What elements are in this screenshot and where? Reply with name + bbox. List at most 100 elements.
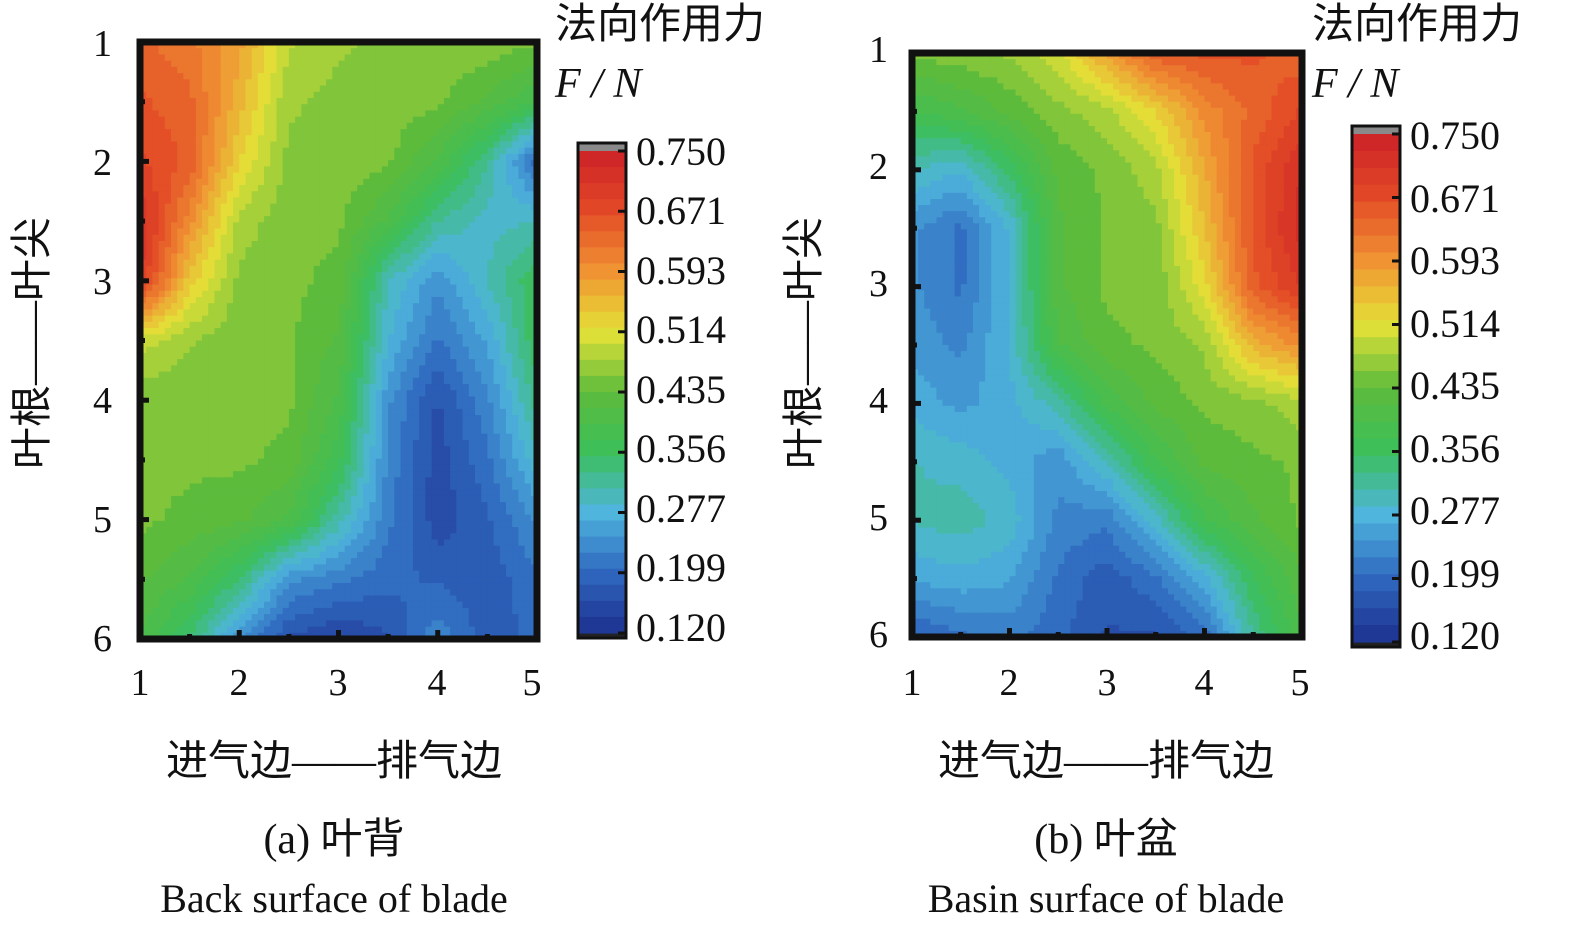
heatmap-cell bbox=[214, 191, 222, 199]
heatmap-cell bbox=[406, 147, 414, 155]
heatmap-cell bbox=[524, 321, 532, 329]
heatmap-cell bbox=[239, 396, 247, 404]
heatmap-cell bbox=[257, 66, 265, 74]
heatmap-cell bbox=[326, 359, 333, 366]
heatmap-cell bbox=[388, 377, 395, 385]
heatmap-cell bbox=[524, 390, 532, 398]
heatmap-cell bbox=[189, 228, 197, 236]
heatmap-cell bbox=[239, 290, 247, 298]
heatmap-cell bbox=[406, 178, 414, 186]
heatmap-cell bbox=[505, 284, 513, 292]
heatmap-cell bbox=[431, 290, 439, 298]
heatmap-cell bbox=[177, 508, 185, 516]
heatmap-cell bbox=[295, 91, 302, 99]
heatmap-cell bbox=[282, 79, 290, 87]
heatmap-cell bbox=[270, 520, 278, 528]
heatmap-cell bbox=[381, 129, 389, 136]
heatmap-cell bbox=[499, 247, 507, 255]
heatmap-cell bbox=[152, 458, 160, 466]
heatmap-cell bbox=[493, 328, 501, 335]
heatmap-cell bbox=[226, 464, 234, 472]
heatmap-cell bbox=[357, 284, 364, 292]
heatmap-cell bbox=[257, 365, 265, 373]
heatmap-cell bbox=[288, 433, 296, 441]
heatmap-cell bbox=[524, 508, 532, 516]
heatmap-cell bbox=[400, 495, 408, 503]
heatmap-cell bbox=[152, 328, 160, 335]
heatmap-cell bbox=[146, 296, 153, 304]
heatmap-cell bbox=[388, 104, 395, 112]
heatmap-cell bbox=[388, 54, 395, 62]
heatmap-cell bbox=[357, 408, 364, 416]
heatmap-cell bbox=[214, 79, 222, 87]
heatmap-cell bbox=[233, 464, 240, 472]
heatmap-cell bbox=[332, 241, 340, 248]
heatmap-cell bbox=[468, 346, 476, 354]
heatmap-cell bbox=[406, 234, 414, 242]
heatmap-cell bbox=[220, 303, 228, 311]
heatmap-cell bbox=[431, 104, 439, 112]
heatmap-cell bbox=[288, 340, 296, 348]
heatmap-cell bbox=[499, 54, 507, 62]
heatmap-cell bbox=[431, 520, 439, 528]
heatmap-cell bbox=[264, 48, 271, 56]
heatmap-cell bbox=[183, 365, 191, 373]
heatmap-cell bbox=[499, 166, 507, 174]
heatmap-cell bbox=[276, 129, 284, 136]
heatmap-cell bbox=[375, 352, 383, 360]
heatmap-cell bbox=[512, 471, 519, 478]
heatmap-cell bbox=[375, 340, 383, 348]
heatmap-cell bbox=[505, 85, 513, 93]
heatmap-cell bbox=[226, 321, 234, 329]
heatmap-cell bbox=[450, 446, 457, 454]
heatmap-cell bbox=[233, 91, 240, 99]
heatmap-cell bbox=[394, 247, 402, 255]
heatmap-cell bbox=[338, 104, 346, 112]
heatmap-cell bbox=[400, 135, 408, 143]
heatmap-cell bbox=[313, 408, 321, 416]
heatmap-cell bbox=[158, 527, 166, 534]
heatmap-cell bbox=[456, 278, 464, 286]
heatmap-cell bbox=[431, 116, 439, 124]
heatmap-cell bbox=[357, 415, 364, 422]
heatmap-cell bbox=[462, 265, 470, 273]
heatmap-cell bbox=[487, 415, 495, 422]
heatmap-cell bbox=[288, 296, 296, 304]
heatmap-cell bbox=[152, 464, 160, 472]
heatmap-cell bbox=[264, 433, 271, 441]
heatmap-cell bbox=[474, 172, 482, 180]
heatmap-cell bbox=[208, 464, 216, 472]
heatmap-cell bbox=[505, 309, 513, 317]
heatmap-cell bbox=[363, 352, 371, 360]
heatmap-cell bbox=[245, 191, 253, 199]
heatmap-cell bbox=[171, 178, 178, 186]
heatmap-cell bbox=[518, 241, 526, 248]
heatmap-cell bbox=[425, 197, 433, 205]
heatmap-cell bbox=[233, 153, 240, 161]
heatmap-cell bbox=[381, 371, 389, 379]
heatmap-cell bbox=[189, 259, 197, 267]
heatmap-cell bbox=[344, 247, 352, 255]
heatmap-cell bbox=[388, 390, 395, 398]
heatmap-cell bbox=[276, 73, 284, 80]
heatmap-cell bbox=[146, 514, 153, 522]
heatmap-cell bbox=[239, 116, 247, 124]
heatmap-cell bbox=[195, 483, 203, 491]
heatmap-cell bbox=[195, 402, 203, 410]
heatmap-cell bbox=[344, 396, 352, 404]
heatmap-cell bbox=[319, 135, 327, 143]
heatmap-cell bbox=[276, 185, 284, 192]
heatmap-cell bbox=[152, 185, 160, 192]
heatmap-cell bbox=[239, 408, 247, 416]
heatmap-cell bbox=[307, 216, 315, 223]
heatmap-cell bbox=[332, 427, 340, 435]
heatmap-cell bbox=[226, 73, 234, 80]
heatmap-cell bbox=[450, 247, 457, 255]
heatmap-cell bbox=[431, 502, 439, 510]
heatmap-cell bbox=[164, 290, 172, 298]
heatmap-cell bbox=[375, 296, 383, 304]
heatmap-cell bbox=[214, 502, 222, 510]
heatmap-cell bbox=[282, 104, 290, 112]
heatmap-cell bbox=[307, 265, 315, 273]
heatmap-cell bbox=[499, 427, 507, 435]
